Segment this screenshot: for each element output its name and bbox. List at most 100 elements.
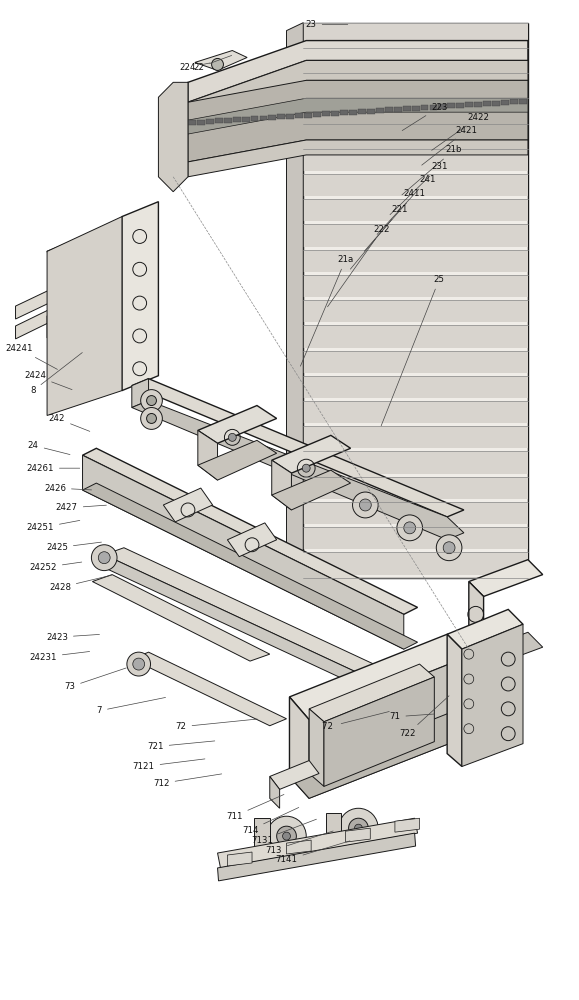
Polygon shape	[385, 107, 393, 112]
Polygon shape	[122, 202, 159, 391]
Circle shape	[141, 390, 162, 411]
Circle shape	[141, 408, 162, 429]
Text: 8: 8	[31, 353, 82, 395]
Text: 712: 712	[153, 774, 222, 788]
Polygon shape	[254, 818, 270, 848]
Polygon shape	[218, 818, 417, 868]
Text: 71: 71	[390, 712, 434, 721]
Text: 2423: 2423	[46, 633, 100, 642]
Polygon shape	[233, 117, 241, 122]
Text: 713: 713	[265, 831, 333, 855]
Polygon shape	[272, 470, 350, 510]
Polygon shape	[309, 664, 434, 722]
Polygon shape	[159, 82, 188, 192]
Polygon shape	[322, 111, 330, 116]
Polygon shape	[270, 761, 319, 789]
Polygon shape	[93, 575, 270, 661]
Text: 721: 721	[147, 741, 215, 751]
Text: 2422: 2422	[432, 113, 490, 150]
Text: 24261: 24261	[27, 464, 80, 473]
Polygon shape	[462, 624, 523, 767]
Text: 73: 73	[64, 668, 126, 691]
Circle shape	[228, 433, 236, 441]
Polygon shape	[163, 488, 212, 522]
Text: 2426: 2426	[44, 484, 91, 493]
Text: 714: 714	[242, 807, 299, 835]
Circle shape	[397, 515, 423, 541]
Text: 21b: 21b	[402, 145, 462, 195]
Polygon shape	[16, 296, 76, 339]
Circle shape	[127, 652, 151, 676]
Polygon shape	[303, 325, 528, 348]
Text: 221: 221	[350, 205, 408, 269]
Polygon shape	[303, 23, 528, 45]
Text: 711: 711	[226, 794, 284, 821]
Polygon shape	[474, 102, 482, 107]
Polygon shape	[188, 120, 196, 125]
Text: 24231: 24231	[30, 651, 90, 662]
Circle shape	[91, 545, 117, 571]
Polygon shape	[241, 117, 250, 122]
Circle shape	[404, 522, 416, 534]
Polygon shape	[188, 41, 528, 102]
Polygon shape	[290, 634, 467, 720]
Polygon shape	[47, 259, 134, 316]
Polygon shape	[346, 828, 371, 842]
Text: 72: 72	[175, 719, 257, 731]
Text: 7141: 7141	[276, 841, 350, 864]
Polygon shape	[287, 114, 294, 119]
Polygon shape	[510, 99, 518, 104]
Polygon shape	[228, 852, 252, 866]
Polygon shape	[303, 351, 528, 373]
Circle shape	[212, 58, 223, 70]
Text: 2427: 2427	[56, 503, 107, 512]
Polygon shape	[358, 109, 366, 114]
Polygon shape	[188, 98, 528, 134]
Polygon shape	[309, 657, 467, 798]
Polygon shape	[295, 113, 303, 118]
Polygon shape	[303, 124, 528, 146]
Text: 223: 223	[402, 103, 448, 131]
Text: 7131: 7131	[251, 819, 317, 845]
Circle shape	[283, 832, 291, 840]
Text: 22: 22	[193, 55, 232, 72]
Text: 7121: 7121	[133, 759, 205, 771]
Polygon shape	[132, 401, 464, 540]
Circle shape	[302, 464, 310, 472]
Polygon shape	[223, 118, 232, 123]
Circle shape	[98, 552, 110, 564]
Polygon shape	[188, 140, 528, 177]
Polygon shape	[290, 714, 467, 798]
Text: 222: 222	[328, 225, 390, 307]
Polygon shape	[132, 379, 149, 408]
Polygon shape	[324, 677, 434, 786]
Text: 24: 24	[28, 441, 70, 455]
Polygon shape	[430, 105, 437, 110]
Polygon shape	[303, 275, 528, 297]
Polygon shape	[326, 813, 340, 843]
Polygon shape	[469, 560, 543, 596]
Text: 2424: 2424	[24, 371, 72, 390]
Polygon shape	[287, 840, 311, 854]
Circle shape	[100, 347, 124, 371]
Polygon shape	[198, 440, 277, 480]
Polygon shape	[188, 60, 528, 122]
Circle shape	[100, 329, 124, 353]
Polygon shape	[47, 217, 144, 268]
Polygon shape	[218, 833, 416, 881]
Text: 2425: 2425	[46, 542, 101, 552]
Polygon shape	[303, 502, 528, 524]
Polygon shape	[313, 112, 321, 117]
Polygon shape	[303, 23, 528, 578]
Polygon shape	[303, 477, 528, 499]
Polygon shape	[303, 376, 528, 398]
Polygon shape	[16, 273, 85, 319]
Polygon shape	[447, 634, 462, 767]
Circle shape	[339, 808, 378, 848]
Text: 2428: 2428	[49, 575, 111, 592]
Polygon shape	[331, 111, 339, 116]
Polygon shape	[303, 426, 528, 448]
Polygon shape	[303, 73, 528, 95]
Polygon shape	[456, 103, 464, 108]
Polygon shape	[287, 23, 303, 586]
